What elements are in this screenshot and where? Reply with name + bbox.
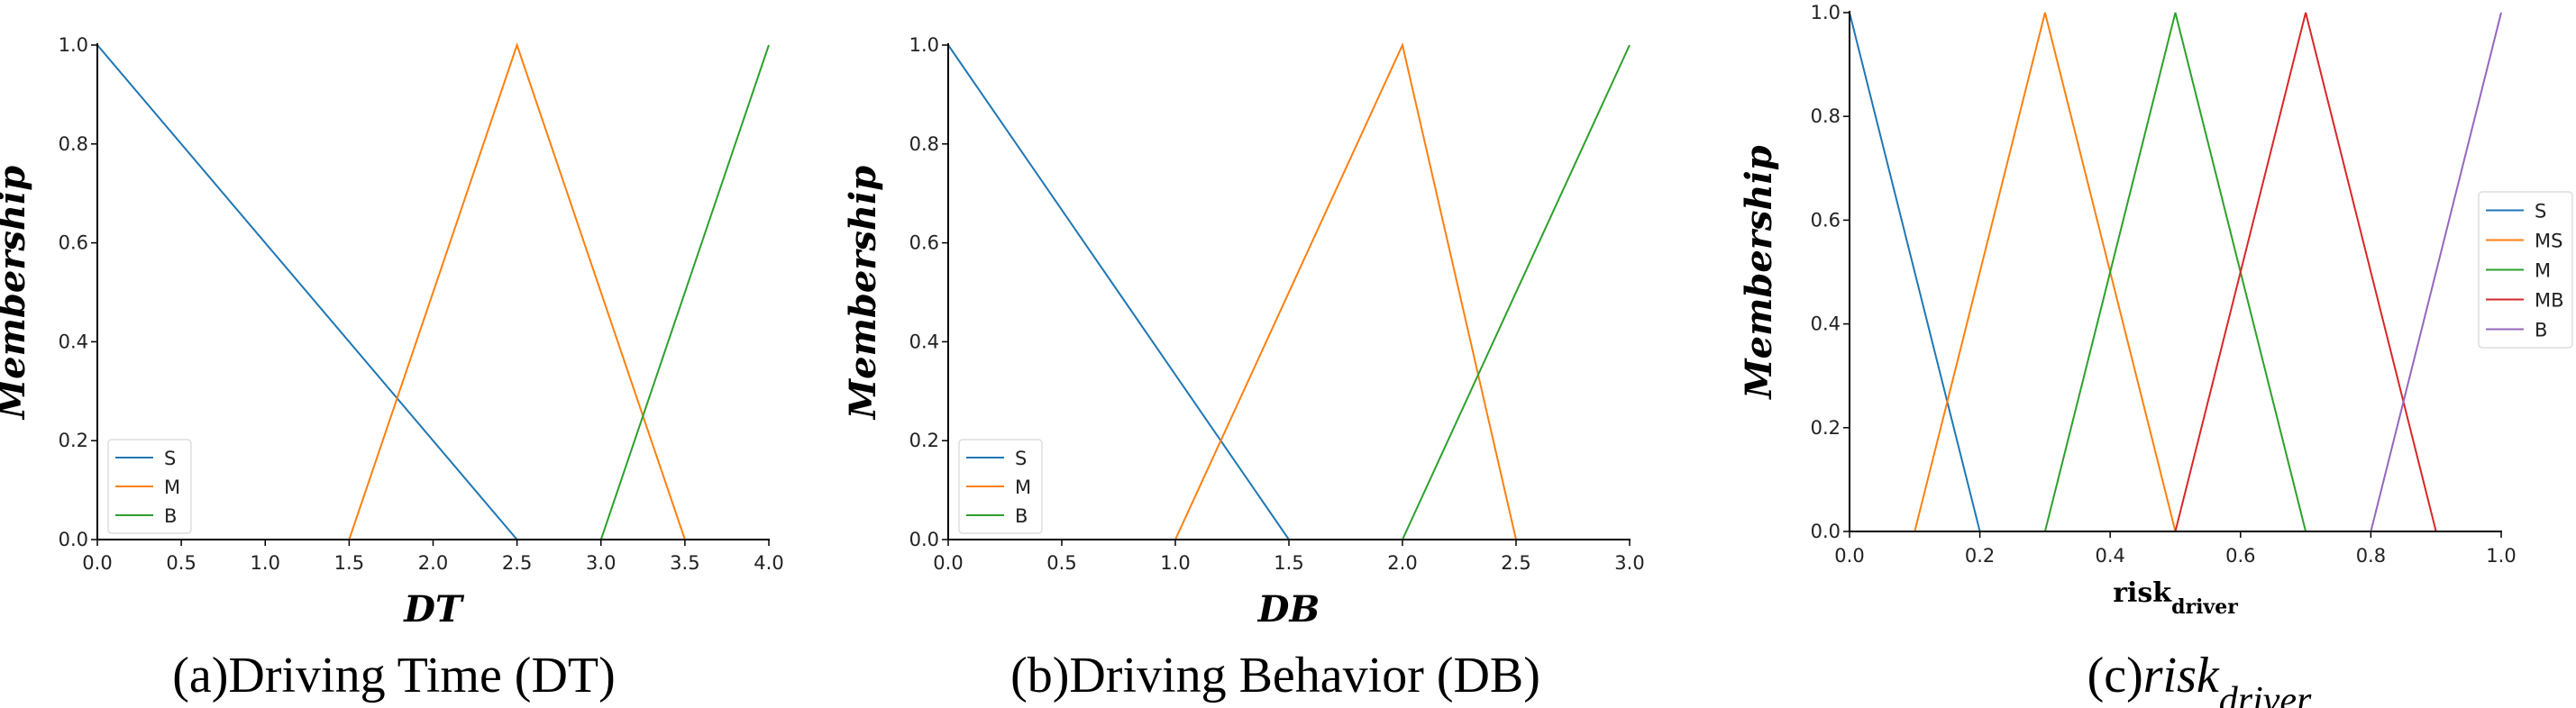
y-axis-label: Membership [1738, 145, 1780, 400]
y-axis-label: Membership [0, 166, 33, 421]
y-tick-label: 0.8 [1811, 105, 1841, 127]
caption-main: risk [2143, 648, 2220, 703]
y-tick-label: 0.0 [1811, 521, 1841, 542]
y-tick-label: 0.2 [909, 430, 939, 451]
x-tick-label: 0.8 [2356, 545, 2386, 567]
x-axis-label-main: DB [1257, 588, 1320, 631]
legend-label: S [164, 448, 176, 469]
x-tick-label: 0.5 [166, 552, 196, 574]
legend-label: MS [2535, 231, 2562, 252]
caption-prefix: (a)Driving Time (DT) [172, 648, 616, 703]
y-tick-label: 0.2 [59, 430, 88, 451]
legend: S MS M MB B [2478, 191, 2573, 349]
x-tick-label: 2.5 [1501, 552, 1530, 574]
y-tick-label: 0.6 [59, 232, 88, 254]
legend-label: B [1015, 505, 1028, 527]
x-tick-label: 1.5 [334, 552, 364, 574]
x-tick-label: 3.5 [670, 552, 699, 574]
legend-label: S [1015, 448, 1027, 469]
x-tick-label: 0.2 [1965, 545, 1995, 567]
x-axis-label-subscript: driver [2171, 595, 2238, 619]
legend-label: S [2535, 201, 2546, 222]
panel-caption: (a)Driving Time (DT) [172, 648, 616, 703]
legend: SMB [958, 439, 1043, 534]
series-line-S [1849, 12, 2501, 532]
legend-label: MB [2535, 290, 2564, 312]
x-axis-label: riskdriver [2113, 577, 2238, 619]
legend-label: M [164, 477, 180, 498]
chart-panel-0: 0.0 0.5 1.0 1.5 2.0 2.5 3.0 3.5 4.0 0.0 0.2 0.4 0.6 0… [0, 34, 784, 703]
chart-panel-2: 0.0 0.2 0.4 0.6 0.8 1.0 0.0 0.2 0.4 0.6 0.8 1.0 Memb… [1738, 2, 2573, 708]
legend-label: B [2535, 320, 2547, 341]
x-tick-label: 2.0 [418, 552, 448, 574]
x-tick-label: 1.0 [1160, 552, 1190, 574]
x-tick-label: 2.0 [1387, 552, 1417, 574]
y-tick-label: 0.4 [1811, 313, 1841, 335]
y-tick-label: 0.8 [909, 133, 939, 155]
legend-label: B [164, 505, 177, 527]
y-axis-label: Membership [842, 166, 884, 421]
y-tick-label: 0.6 [909, 232, 939, 254]
y-tick-label: 0.0 [59, 529, 88, 550]
y-tick-label: 0.2 [1811, 417, 1841, 439]
x-tick-label: 0.0 [1834, 545, 1864, 567]
x-tick-label: 1.5 [1274, 552, 1303, 574]
x-tick-label: 3.0 [1614, 552, 1644, 574]
y-tick-label: 1.0 [59, 34, 88, 56]
x-tick-label: 4.0 [754, 552, 783, 574]
series-line-M [948, 41, 1630, 540]
series-line-M [1850, 12, 2501, 532]
x-tick-label: 0.0 [933, 552, 963, 574]
y-tick-label: 0.0 [909, 529, 939, 550]
y-tick-label: 1.0 [909, 34, 939, 56]
x-axis-label: DT [403, 588, 465, 631]
caption-subscript: driver [2219, 680, 2312, 708]
x-tick-label: 3.0 [586, 552, 616, 574]
x-tick-label: 1.0 [251, 552, 280, 574]
legend-label: M [2535, 260, 2551, 282]
x-tick-label: 0.6 [2225, 545, 2255, 567]
legend: SMB [107, 439, 192, 534]
legend-frame [2478, 191, 2573, 349]
y-tick-label: 0.4 [59, 331, 88, 352]
x-tick-label: 2.5 [502, 552, 532, 574]
panel-caption: (c)riskdriver [2087, 648, 2312, 708]
series-line-M [97, 41, 769, 540]
chart-panel-1: 0.0 0.5 1.0 1.5 2.0 2.5 3.0 0.0 0.2 0.4 0.6 0.8 1.0 M… [842, 34, 1645, 703]
series-line-MS [1850, 12, 2501, 532]
x-tick-label: 0.5 [1046, 552, 1076, 574]
y-tick-label: 0.4 [909, 331, 939, 352]
series-line-MB [1850, 12, 2501, 532]
x-axis-label-main: risk [2113, 577, 2172, 609]
x-tick-label: 0.0 [82, 552, 112, 574]
series-line-B [1850, 12, 2502, 532]
y-tick-label: 0.8 [59, 133, 88, 155]
legend-label: M [1015, 477, 1031, 498]
x-tick-label: 0.4 [2095, 545, 2124, 567]
panel-caption: (b)Driving Behavior (DB) [1010, 648, 1540, 703]
y-tick-label: 0.6 [1811, 209, 1841, 231]
y-tick-label: 1.0 [1811, 2, 1841, 23]
caption-prefix: (b)Driving Behavior (DB) [1010, 648, 1540, 703]
caption-prefix: (c) [2087, 648, 2143, 703]
x-axis-label-main: DT [403, 588, 465, 631]
x-tick-label: 1.0 [2486, 545, 2516, 567]
x-axis-label: DB [1257, 588, 1320, 631]
